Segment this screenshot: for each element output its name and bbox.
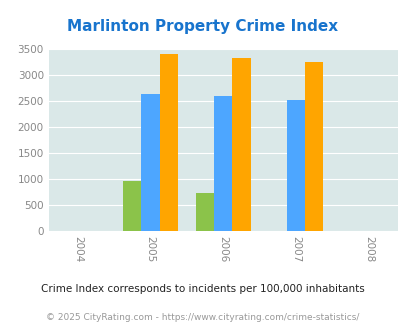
Bar	[214, 96, 232, 231]
Bar	[232, 58, 250, 231]
Bar	[196, 193, 214, 231]
Text: © 2025 CityRating.com - https://www.cityrating.com/crime-statistics/: © 2025 CityRating.com - https://www.city…	[46, 313, 359, 322]
Text: Crime Index corresponds to incidents per 100,000 inhabitants: Crime Index corresponds to incidents per…	[41, 284, 364, 294]
Bar	[159, 54, 177, 231]
Bar	[141, 94, 159, 231]
Bar	[286, 100, 305, 231]
Bar	[305, 62, 322, 231]
Text: Marlinton Property Crime Index: Marlinton Property Crime Index	[67, 19, 338, 34]
Bar	[123, 181, 141, 231]
